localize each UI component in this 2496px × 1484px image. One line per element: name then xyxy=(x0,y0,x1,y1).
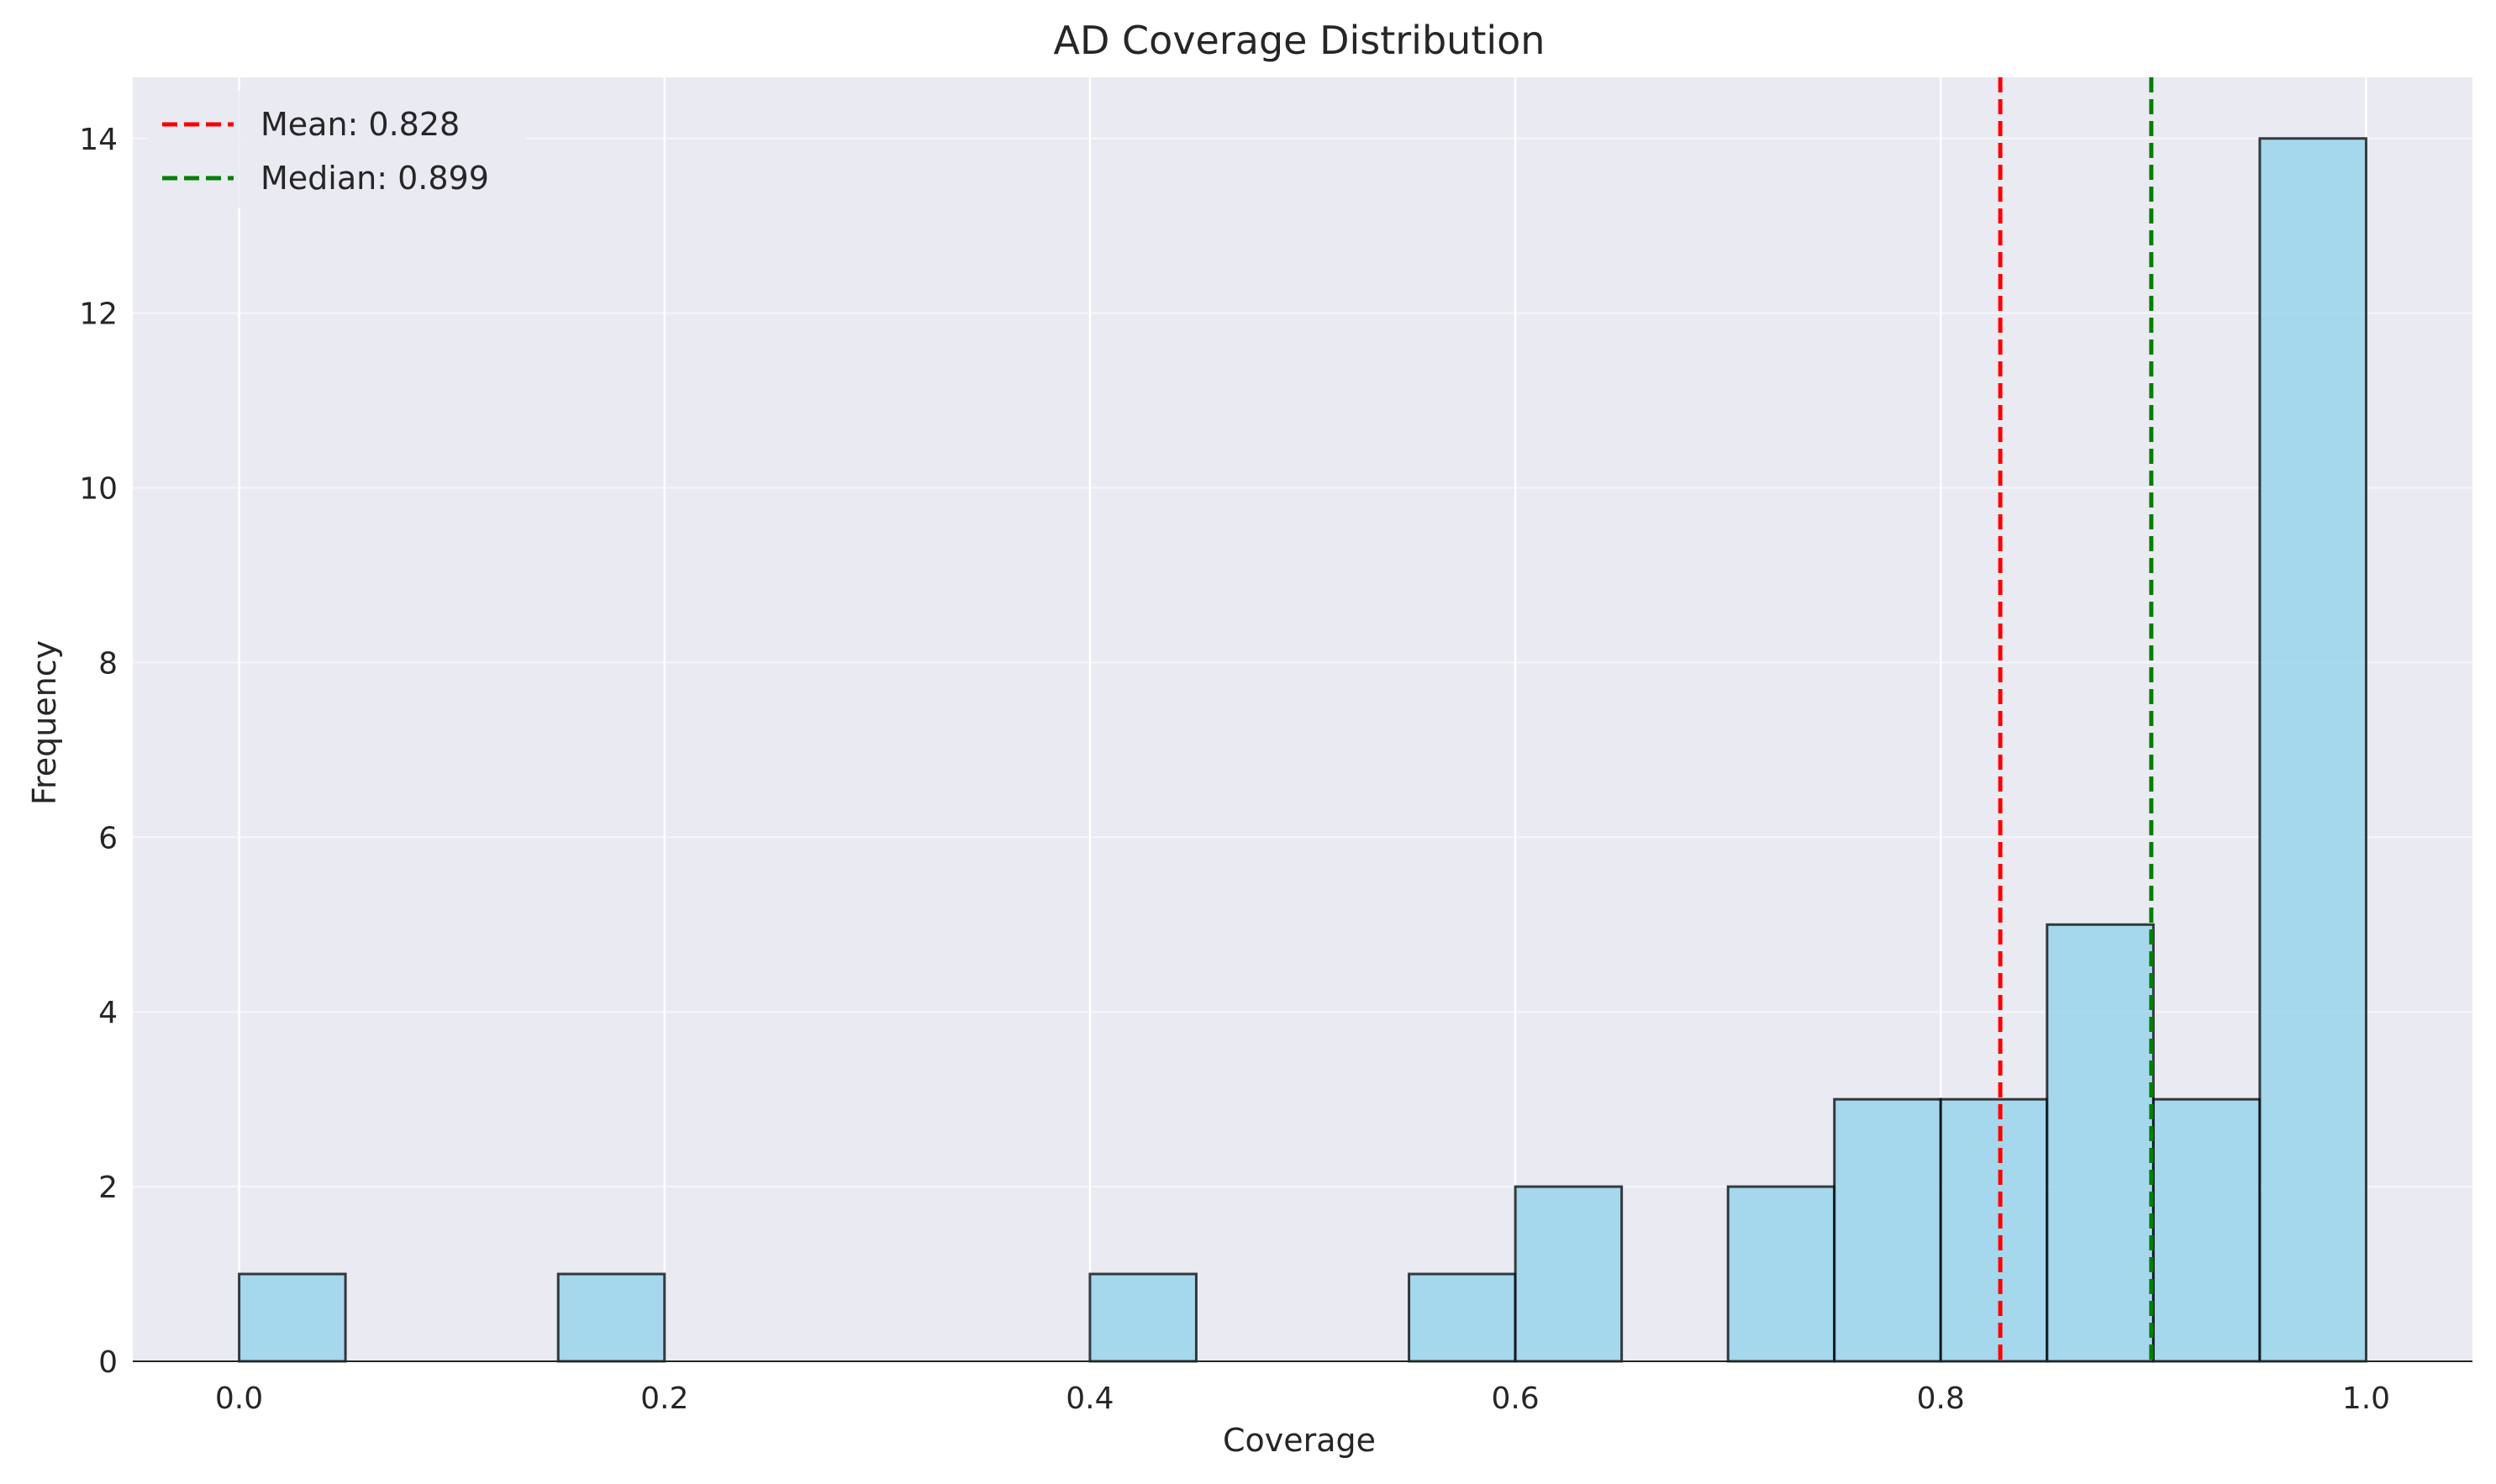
histogram-bar xyxy=(2151,1097,2262,1363)
y-tick-label: 12 xyxy=(79,297,118,332)
histogram-bar xyxy=(1726,1185,1836,1363)
y-axis-label: Frequency xyxy=(26,640,63,805)
histogram-bar xyxy=(1514,1185,1624,1363)
grid-lines xyxy=(133,77,2472,1362)
y-tick-label: 14 xyxy=(79,123,118,157)
y-tick-label: 2 xyxy=(98,1171,118,1205)
x-tick-label: 0.4 xyxy=(1066,1381,1114,1416)
x-tick-label: 0.6 xyxy=(1491,1381,1539,1416)
x-tick-label: 0.0 xyxy=(215,1381,263,1416)
x-axis-label: Coverage xyxy=(1223,1422,1376,1459)
histogram-bar xyxy=(1408,1272,1517,1363)
y-tick-label: 4 xyxy=(98,996,118,1030)
histogram-bar xyxy=(1833,1097,1942,1363)
legend-box xyxy=(148,91,526,208)
histogram-bar xyxy=(556,1272,666,1363)
histogram-bar xyxy=(2046,923,2155,1363)
legend-mean-label: Mean: 0.828 xyxy=(261,106,460,143)
y-tick-label: 0 xyxy=(98,1345,118,1380)
x-tick-label: 0.8 xyxy=(1917,1381,1965,1416)
histogram-bar xyxy=(238,1272,347,1363)
y-axis-ticks: 0 2 4 6 8 10 12 14 xyxy=(79,123,118,1380)
y-tick-label: 6 xyxy=(98,821,118,855)
histogram-bars xyxy=(238,137,2367,1363)
legend: Mean: 0.828 Median: 0.899 xyxy=(148,91,526,208)
reference-lines xyxy=(1998,77,2154,1361)
histogram-bar xyxy=(2258,137,2367,1363)
y-tick-label: 8 xyxy=(98,646,118,681)
legend-median-label: Median: 0.899 xyxy=(261,160,489,197)
histogram-bar xyxy=(1939,1097,2049,1363)
histogram-bar xyxy=(1088,1272,1198,1363)
x-tick-label: 1.0 xyxy=(2342,1381,2390,1416)
y-tick-label: 10 xyxy=(79,472,118,507)
chart-title: AD Coverage Distribution xyxy=(1054,18,1546,63)
x-axis-ticks: 0.0 0.2 0.4 0.6 0.8 1.0 xyxy=(215,1381,2390,1416)
x-tick-label: 0.2 xyxy=(640,1381,688,1416)
